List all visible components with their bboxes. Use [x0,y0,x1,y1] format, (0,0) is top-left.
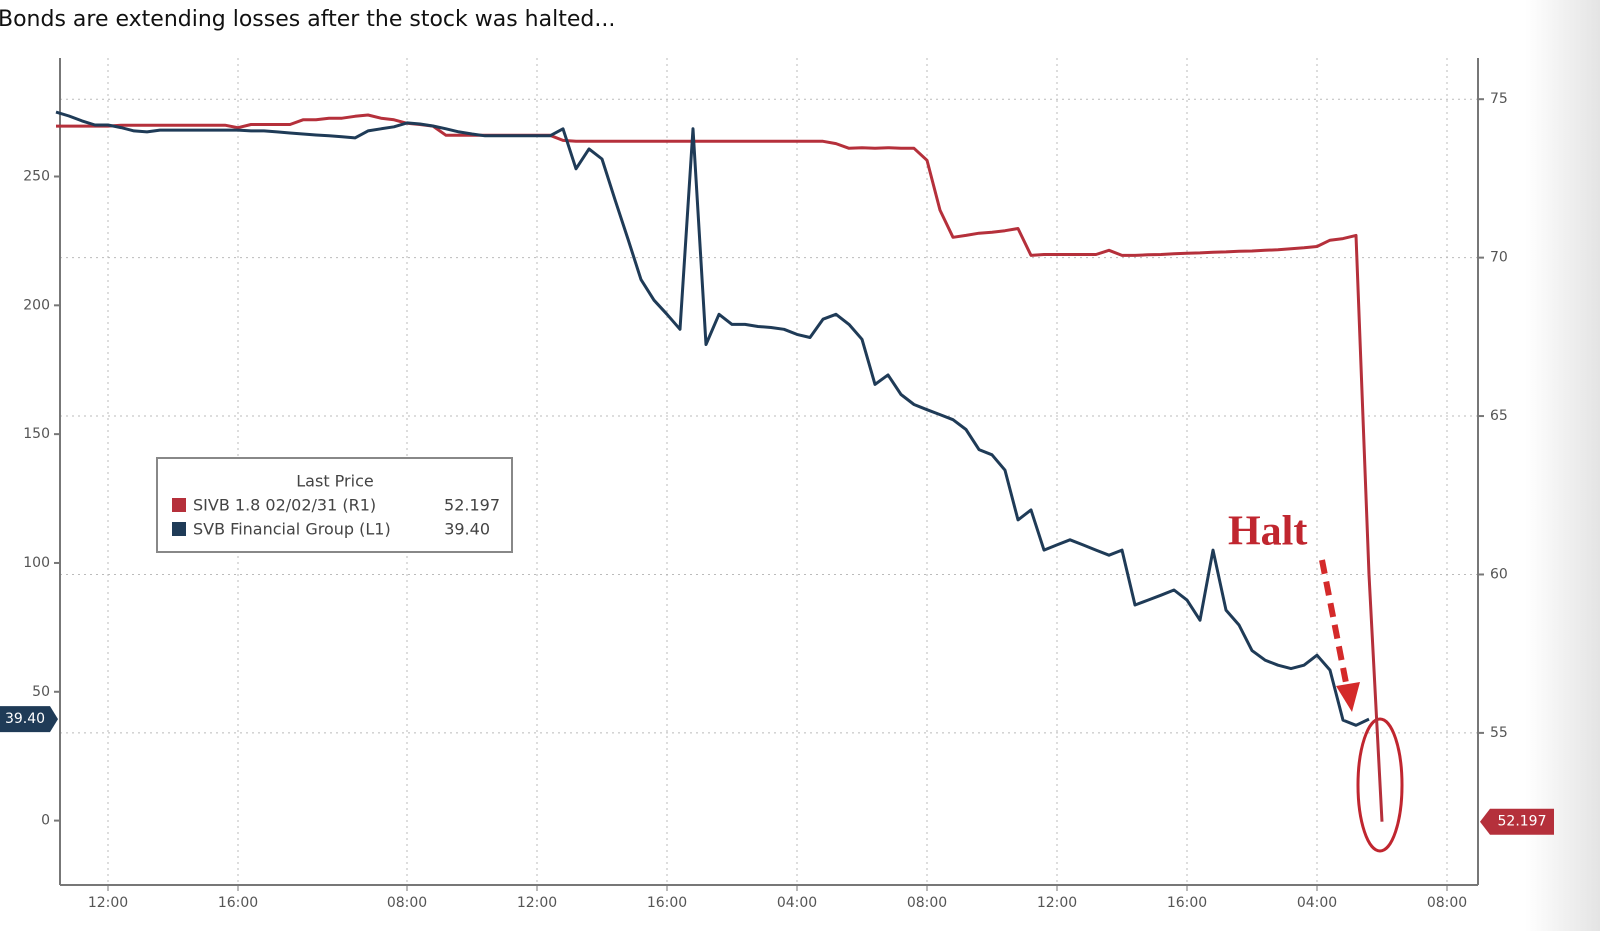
legend-label: SVB Financial Group (L1) [193,520,391,539]
annotation-arrow [1319,559,1350,689]
y2-tick-label: 60 [1490,566,1508,582]
chart-title: Bonds are extending losses after the sto… [0,7,615,32]
series-line [56,113,1384,822]
legend-label: SIVB 1.8 02/02/31 (R1) [193,496,376,515]
y2-tick-label: 75 [1490,91,1508,107]
highlight-circle [1356,717,1404,853]
legend-box [156,457,513,553]
y2-tick-label: 65 [1490,408,1508,424]
y2-tick-label: 70 [1490,250,1508,266]
value-tag-label: 52.197 [1498,814,1547,830]
page-edge [1525,0,1600,931]
annotation: Halt [1228,509,1307,555]
legend: Last Price SIVB 1.8 02/02/31 (R1) 52.197… [156,457,513,553]
x-tick-label: 16:00 [647,895,687,911]
y-tick-label: 250 [23,169,50,185]
legend-value: 52.197 [444,496,500,515]
y2-tick-label: 55 [1490,725,1508,741]
value-tag-label: 39.40 [5,711,45,727]
plot-area [60,58,1478,885]
x-tick-label: 12:00 [1037,895,1077,911]
x-tick-label: 12:00 [88,895,128,911]
x-tick-label: 08:00 [1427,895,1467,911]
value-tag [1480,808,1554,835]
x-tick-label: 16:00 [218,895,258,911]
y-tick-label: 0 [41,813,50,829]
legend-value: 39.40 [444,520,490,539]
y-tick-label: 100 [23,555,50,571]
x-tick-label: 08:00 [387,895,427,911]
x-tick-label: 12:00 [517,895,557,911]
y-tick-label: 50 [32,684,50,700]
legend-swatch [172,498,186,512]
legend-swatch [172,522,186,536]
legend-title: Last Price [296,472,373,491]
x-tick-label: 04:00 [1297,895,1337,911]
y-tick-label: 200 [23,297,50,313]
x-tick-label: 08:00 [907,895,947,911]
y-tick-label: 150 [23,426,50,442]
value-tag [0,706,58,733]
x-tick-label: 16:00 [1167,895,1207,911]
series-line [55,110,1370,727]
arrow-head [1336,682,1360,712]
x-tick-label: 04:00 [777,895,817,911]
